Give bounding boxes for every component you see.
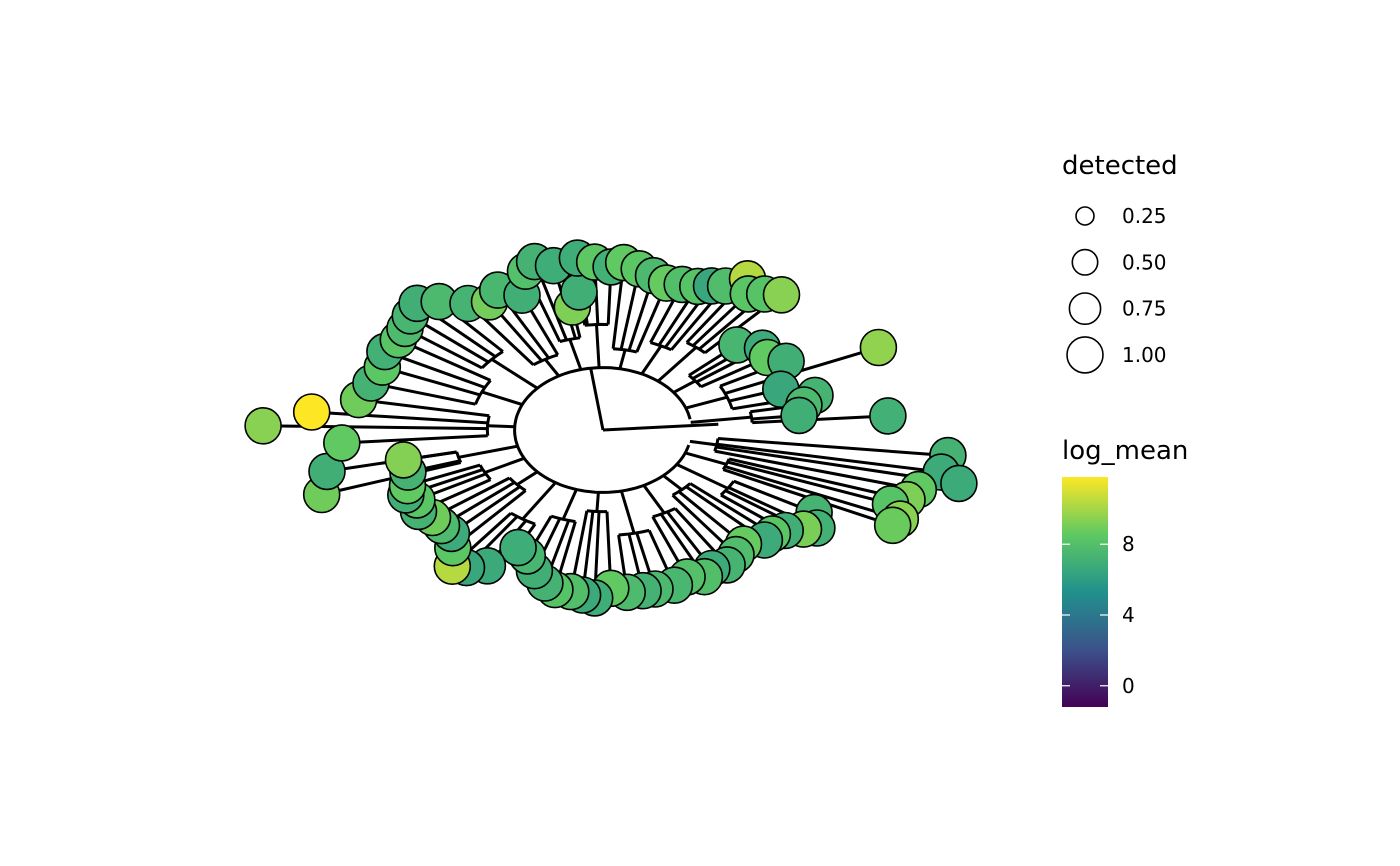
color-legend: log_mean 0 4 8 bbox=[1062, 436, 1188, 707]
clade-stem bbox=[568, 338, 583, 371]
color-tick-label: 0 bbox=[1122, 674, 1135, 698]
tip-branch bbox=[348, 434, 488, 445]
tip-point bbox=[940, 464, 978, 503]
clade-stem bbox=[458, 444, 518, 459]
tip-branch bbox=[414, 317, 490, 364]
color-legend-title: log_mean bbox=[1062, 436, 1188, 466]
tip-point bbox=[292, 393, 331, 431]
color-tick-label: 8 bbox=[1122, 532, 1135, 556]
tip-branch bbox=[377, 382, 476, 406]
tip-branch bbox=[388, 367, 481, 397]
clade-stem bbox=[618, 349, 627, 370]
tip-branch bbox=[716, 442, 935, 473]
clade-stem bbox=[662, 474, 683, 491]
clade-stem bbox=[487, 424, 515, 429]
clade-stem bbox=[544, 358, 560, 377]
tip-branch bbox=[671, 494, 733, 552]
clade-stem bbox=[561, 488, 578, 520]
clade-arc bbox=[671, 482, 692, 497]
tip-point bbox=[869, 397, 907, 435]
tip-point bbox=[780, 396, 818, 435]
clade-stem bbox=[689, 439, 717, 447]
tip-point bbox=[384, 441, 423, 479]
tip-branch bbox=[717, 437, 942, 457]
clade-arc bbox=[532, 353, 559, 367]
clade-stem bbox=[657, 346, 698, 383]
tip-branch bbox=[390, 352, 486, 389]
clade-stem bbox=[484, 456, 525, 474]
clade-stem bbox=[685, 395, 728, 410]
clade-arc bbox=[719, 480, 735, 497]
size-legend-label: 0.25 bbox=[1122, 204, 1167, 228]
tip-branch bbox=[403, 340, 492, 382]
clade-arc bbox=[686, 341, 706, 355]
clade-stem bbox=[595, 324, 601, 368]
color-tick-label: 4 bbox=[1122, 603, 1135, 627]
size-legend-key bbox=[1075, 206, 1095, 226]
tip-point bbox=[859, 328, 898, 367]
clade-stem bbox=[481, 390, 523, 407]
tree-tips bbox=[244, 239, 978, 617]
clade-stem bbox=[521, 481, 557, 521]
clade-arc bbox=[650, 341, 672, 352]
clade-arc bbox=[713, 438, 720, 452]
clade-arc bbox=[508, 476, 527, 492]
clade-stem bbox=[684, 451, 727, 466]
tip-branch bbox=[365, 398, 490, 418]
tree-branches bbox=[269, 262, 953, 594]
clade-arc bbox=[455, 451, 463, 464]
clade-stem bbox=[640, 345, 663, 375]
size-legend-label: 0.75 bbox=[1122, 297, 1167, 321]
size-legend-label: 1.00 bbox=[1122, 343, 1167, 367]
clade-arc bbox=[480, 350, 504, 369]
clade-stem bbox=[595, 492, 600, 512]
tip-branch bbox=[437, 476, 511, 516]
size-legend-key bbox=[1066, 336, 1104, 374]
size-legend-title: detected bbox=[1062, 151, 1178, 181]
clade-arc bbox=[612, 347, 638, 354]
clade-arc bbox=[748, 411, 754, 423]
clade-stem bbox=[516, 470, 539, 486]
size-legend-key bbox=[1071, 248, 1099, 276]
root-stem bbox=[589, 367, 605, 431]
tip-branch bbox=[689, 482, 768, 533]
color-bar bbox=[1062, 477, 1108, 707]
clade-arc bbox=[559, 336, 581, 343]
size-legend: detected 0.25 0.50 0.75 1.00 bbox=[1062, 151, 1178, 374]
root-stem-east bbox=[602, 422, 719, 432]
clade-arc bbox=[652, 507, 676, 519]
tip-point bbox=[873, 506, 912, 545]
clade-arc bbox=[550, 514, 576, 524]
tip-branch bbox=[714, 449, 912, 490]
tip-point bbox=[244, 406, 282, 445]
tip-branch bbox=[724, 465, 895, 519]
clade-arc bbox=[687, 374, 703, 388]
clade-stem bbox=[672, 379, 697, 394]
tip-branch bbox=[727, 460, 885, 504]
tip-point bbox=[322, 424, 361, 462]
clade-arc bbox=[618, 528, 650, 537]
clade-stem bbox=[676, 463, 729, 490]
clade-arc bbox=[478, 464, 492, 481]
root-arc bbox=[513, 366, 692, 494]
clade-arc bbox=[485, 415, 491, 436]
tip-branch bbox=[733, 479, 809, 512]
tip-branch bbox=[728, 457, 901, 500]
clade-arc bbox=[586, 509, 607, 514]
clade-stem bbox=[619, 490, 636, 534]
clade-arc bbox=[474, 379, 492, 405]
clade-stem bbox=[642, 484, 666, 514]
tip-point bbox=[762, 275, 801, 314]
tip-branch bbox=[409, 329, 483, 370]
clade-arc bbox=[510, 511, 536, 526]
size-legend-label: 0.50 bbox=[1122, 250, 1167, 274]
clade-stem bbox=[490, 358, 539, 390]
size-legend-key bbox=[1068, 292, 1102, 326]
clade-stem bbox=[690, 415, 752, 424]
tip-point bbox=[499, 528, 537, 567]
clade-arc bbox=[718, 385, 734, 410]
